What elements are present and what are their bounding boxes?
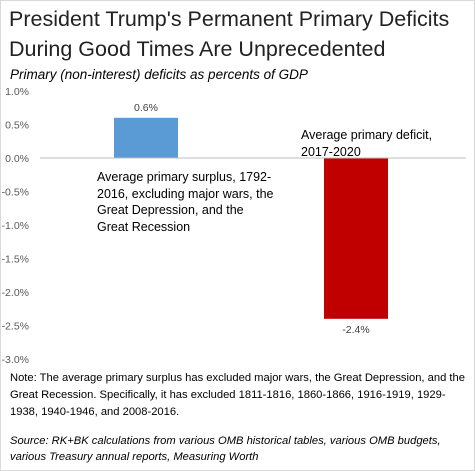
y-tick-label: -3.0%	[2, 354, 29, 366]
data-label: -2.4%	[342, 324, 369, 336]
bar	[114, 117, 178, 158]
y-tick-label: -2.5%	[2, 321, 29, 333]
data-label: 0.6%	[134, 102, 158, 114]
chart-title-line2: During Good Times Are Unprecedented	[9, 37, 386, 61]
y-tick-label: 1.0%	[5, 86, 29, 98]
source-note: Source: RK+BK calculations from various …	[10, 435, 441, 463]
y-tick-label: -0.5%	[2, 187, 29, 199]
chart-subtitle: Primary (non-interest) deficits as perce…	[10, 67, 308, 82]
y-tick-label: 0.0%	[5, 153, 29, 165]
chart-title-line1: President Trump's Permanent Primary Defi…	[9, 7, 450, 31]
y-tick-label: 0.5%	[5, 120, 29, 132]
footnote: Note: The average primary surplus has ex…	[10, 372, 465, 418]
y-tick-label: -2.0%	[2, 287, 29, 299]
annotation-surplus: Average primary surplus, 1792-2016, excl…	[97, 170, 274, 234]
y-tick-label: -1.0%	[2, 220, 29, 232]
annotation-deficit: Average primary deficit, 2017-2020	[301, 128, 433, 159]
bar	[324, 158, 388, 319]
y-tick-label: -1.5%	[2, 254, 29, 266]
